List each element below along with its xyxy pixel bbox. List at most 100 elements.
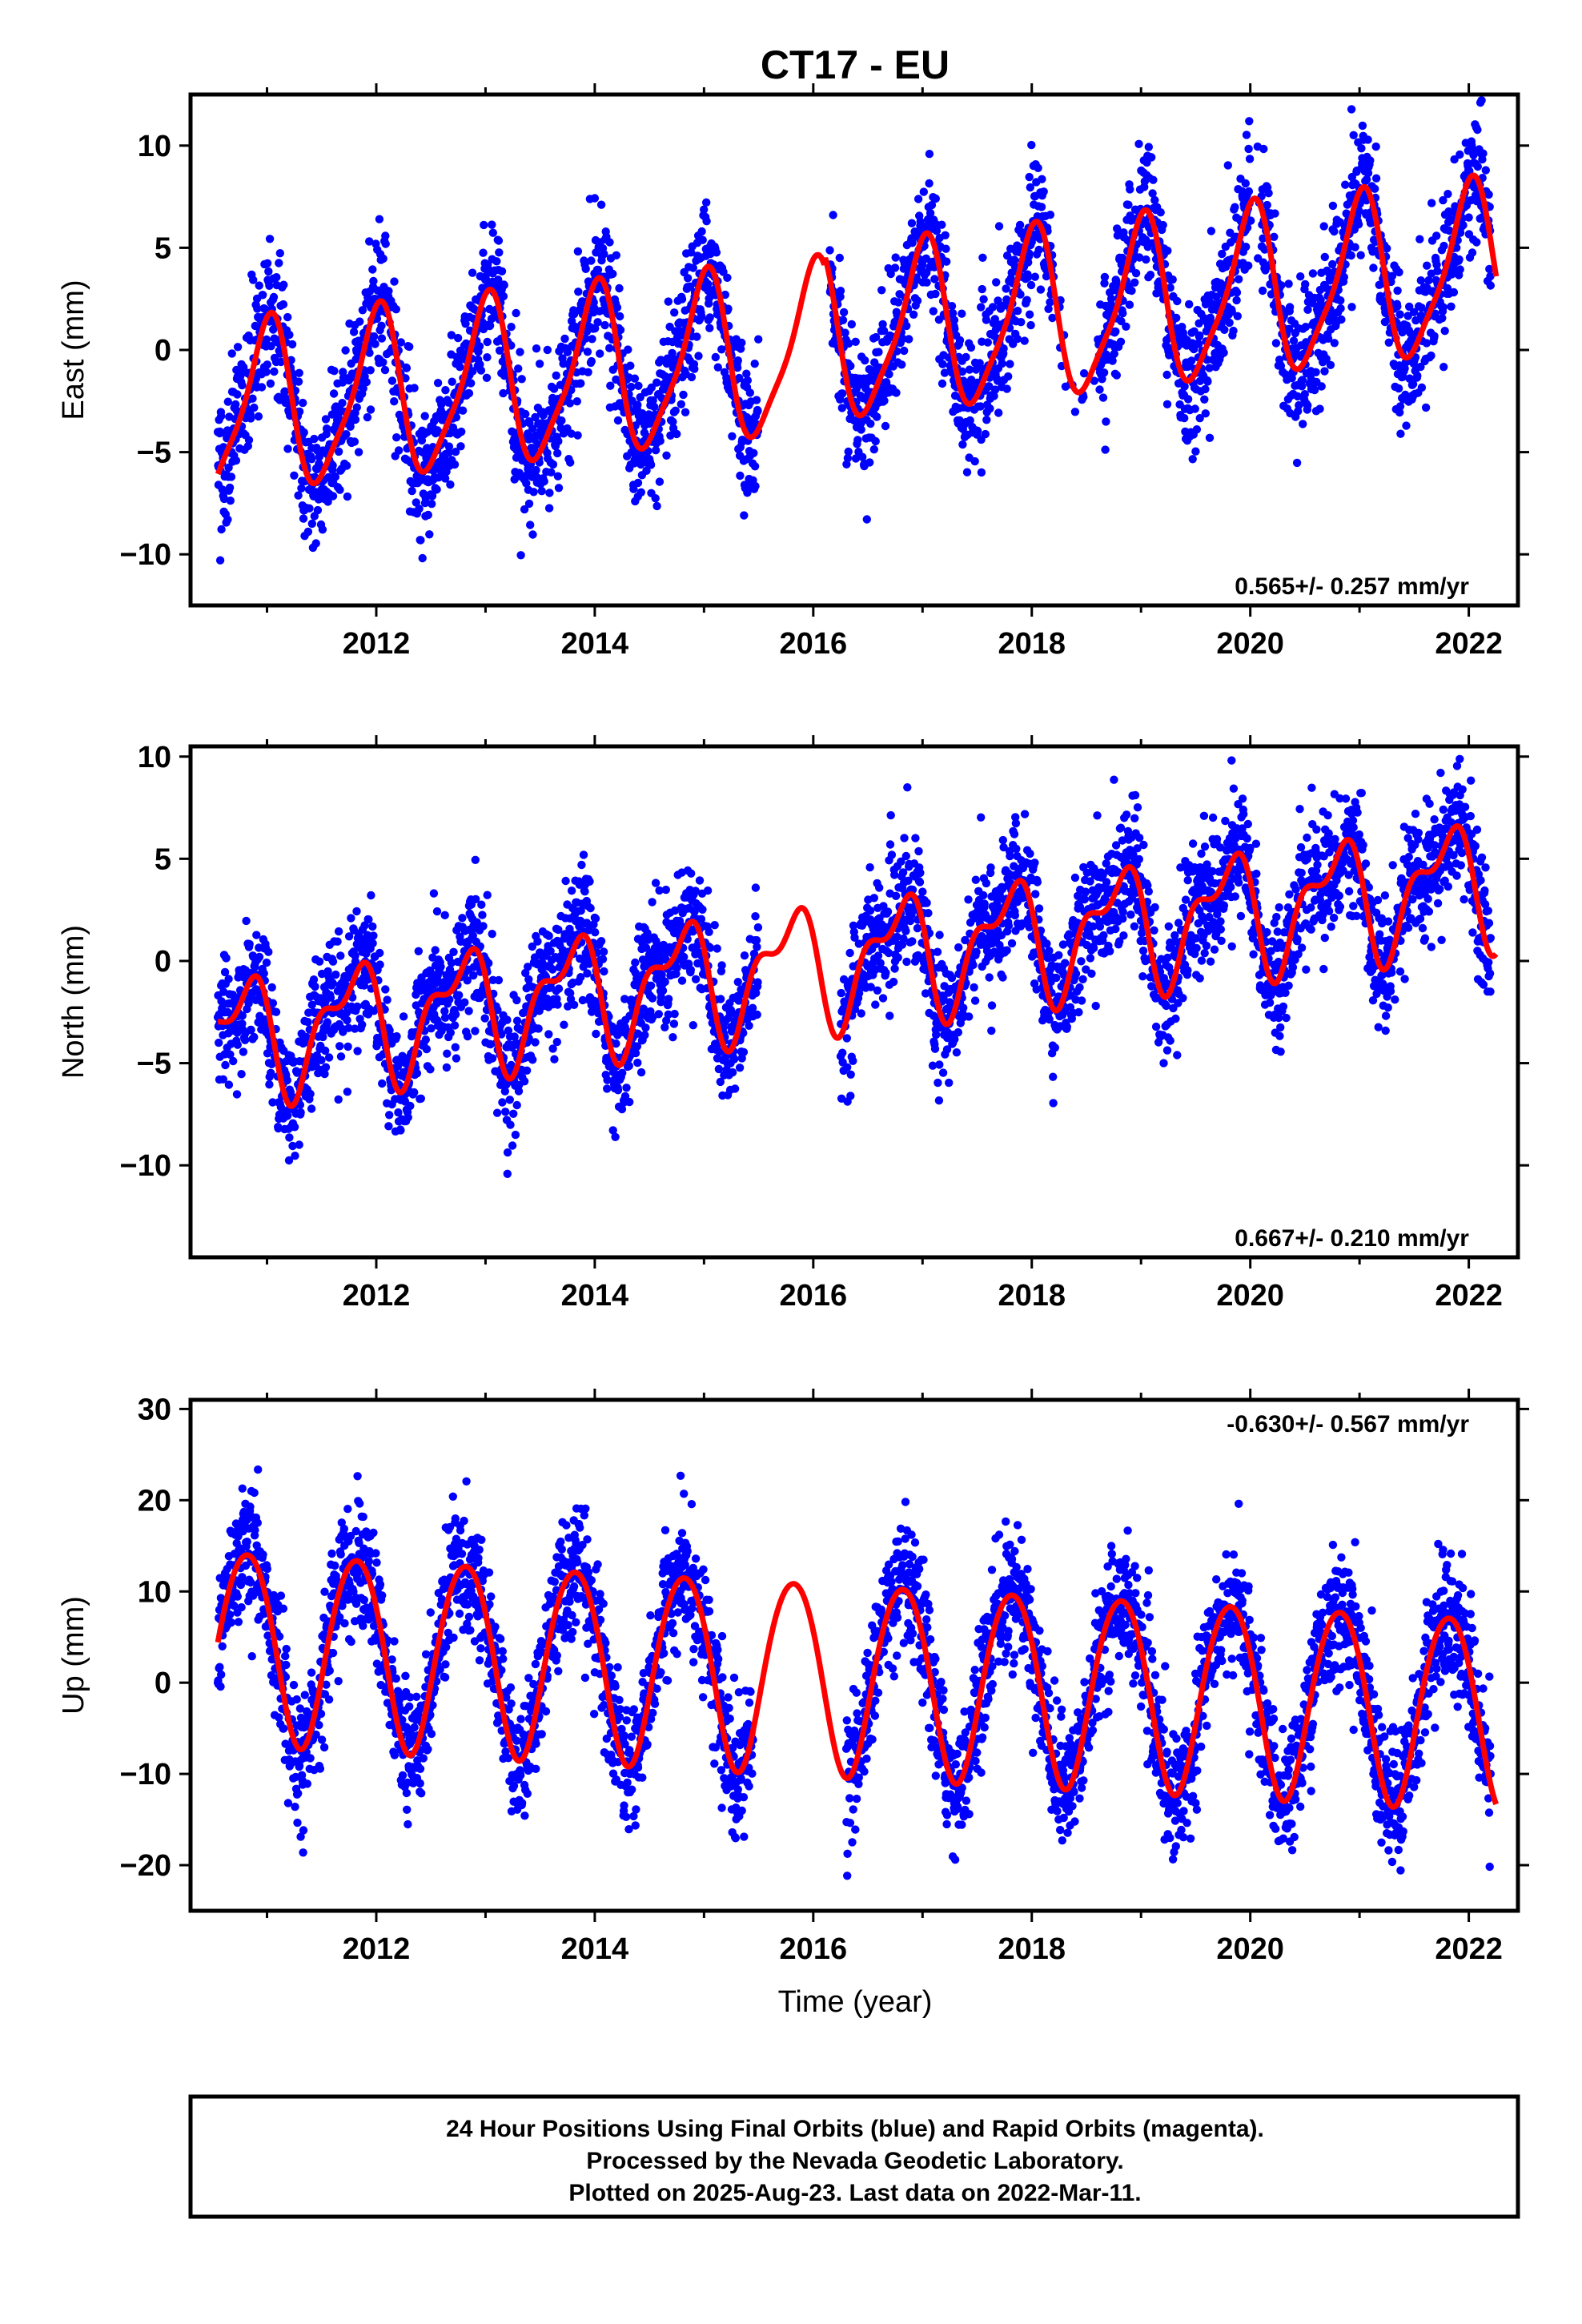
- data-point: [977, 303, 986, 312]
- data-point: [557, 416, 566, 425]
- data-point: [689, 1021, 697, 1030]
- data-point: [330, 367, 339, 376]
- data-point: [516, 551, 525, 560]
- data-point: [226, 1050, 235, 1059]
- data-point: [242, 916, 251, 926]
- data-point: [1023, 273, 1033, 282]
- data-point: [299, 514, 308, 523]
- data-point: [1439, 241, 1448, 251]
- data-point: [247, 414, 255, 423]
- data-point: [844, 339, 853, 348]
- north-data-points: [213, 754, 1496, 1179]
- data-point: [1422, 339, 1431, 348]
- data-point: [1284, 279, 1293, 288]
- data-point: [501, 1108, 510, 1116]
- data-point: [1431, 309, 1439, 318]
- data-point: [510, 1032, 519, 1041]
- data-point: [978, 253, 987, 262]
- data-point: [313, 505, 323, 515]
- data-point: [1301, 323, 1311, 332]
- data-point: [932, 227, 942, 235]
- data-point: [1403, 312, 1412, 320]
- data-point: [367, 891, 375, 900]
- data-point: [226, 497, 235, 505]
- data-point: [622, 1084, 631, 1092]
- data-point: [1124, 200, 1133, 209]
- data-point: [320, 1069, 329, 1079]
- data-point: [1046, 211, 1055, 219]
- data-point: [990, 315, 1000, 324]
- data-point: [922, 278, 931, 287]
- data-point: [1025, 249, 1034, 258]
- data-point: [695, 876, 705, 885]
- data-point: [640, 1031, 649, 1039]
- data-point: [1379, 296, 1387, 305]
- data-point: [529, 488, 538, 497]
- data-point: [221, 1060, 230, 1070]
- data-point: [381, 231, 390, 240]
- data-point: [1473, 125, 1482, 135]
- data-point: [754, 335, 763, 344]
- data-point: [733, 356, 742, 365]
- data-point: [1415, 235, 1424, 243]
- data-point: [829, 211, 837, 219]
- data-point: [1220, 325, 1229, 334]
- data-point: [1042, 271, 1051, 281]
- data-point: [574, 287, 583, 296]
- data-point: [432, 485, 441, 494]
- data-point: [267, 1068, 275, 1078]
- data-point: [985, 382, 994, 391]
- data-point: [494, 236, 504, 245]
- data-point: [366, 405, 375, 414]
- data-point: [1233, 312, 1243, 320]
- data-point: [548, 1044, 557, 1053]
- data-point: [488, 930, 496, 939]
- data-point: [591, 928, 600, 937]
- data-point: [377, 334, 387, 343]
- data-point: [569, 1000, 579, 1010]
- data-point: [1070, 408, 1080, 416]
- data-point: [368, 939, 377, 948]
- data-point: [463, 976, 472, 985]
- data-point: [1013, 334, 1022, 344]
- data-point: [255, 952, 264, 962]
- data-point: [630, 374, 640, 383]
- data-point: [664, 297, 673, 306]
- data-point: [307, 519, 316, 529]
- data-point: [380, 365, 390, 375]
- data-point: [317, 1055, 326, 1065]
- data-point: [1396, 429, 1405, 438]
- data-point: [606, 381, 615, 390]
- data-point: [338, 399, 347, 408]
- data-point: [1284, 324, 1294, 333]
- data-point: [581, 264, 590, 273]
- data-point: [846, 361, 855, 371]
- data-point: [274, 1124, 283, 1133]
- data-point: [713, 944, 721, 953]
- data-point: [463, 1031, 472, 1041]
- data-point: [679, 390, 688, 400]
- data-point: [838, 389, 847, 398]
- data-point: [681, 408, 690, 416]
- data-point: [941, 231, 950, 239]
- data-point: [1037, 203, 1046, 211]
- data-point: [329, 389, 339, 398]
- data-point: [702, 217, 711, 226]
- data-point: [223, 397, 232, 406]
- data-point: [886, 269, 895, 279]
- data-point: [384, 1122, 393, 1131]
- data-point: [753, 406, 762, 416]
- data-point: [335, 1042, 344, 1051]
- data-point: [938, 220, 946, 229]
- data-point: [1297, 382, 1307, 391]
- data-point: [966, 416, 974, 425]
- data-point: [702, 198, 711, 207]
- data-point: [1034, 245, 1043, 255]
- data-point: [522, 1066, 532, 1076]
- data-point: [717, 345, 726, 354]
- data-point: [222, 954, 231, 963]
- data-point: [1358, 121, 1367, 131]
- data-point: [326, 993, 335, 1002]
- data-point: [703, 886, 713, 895]
